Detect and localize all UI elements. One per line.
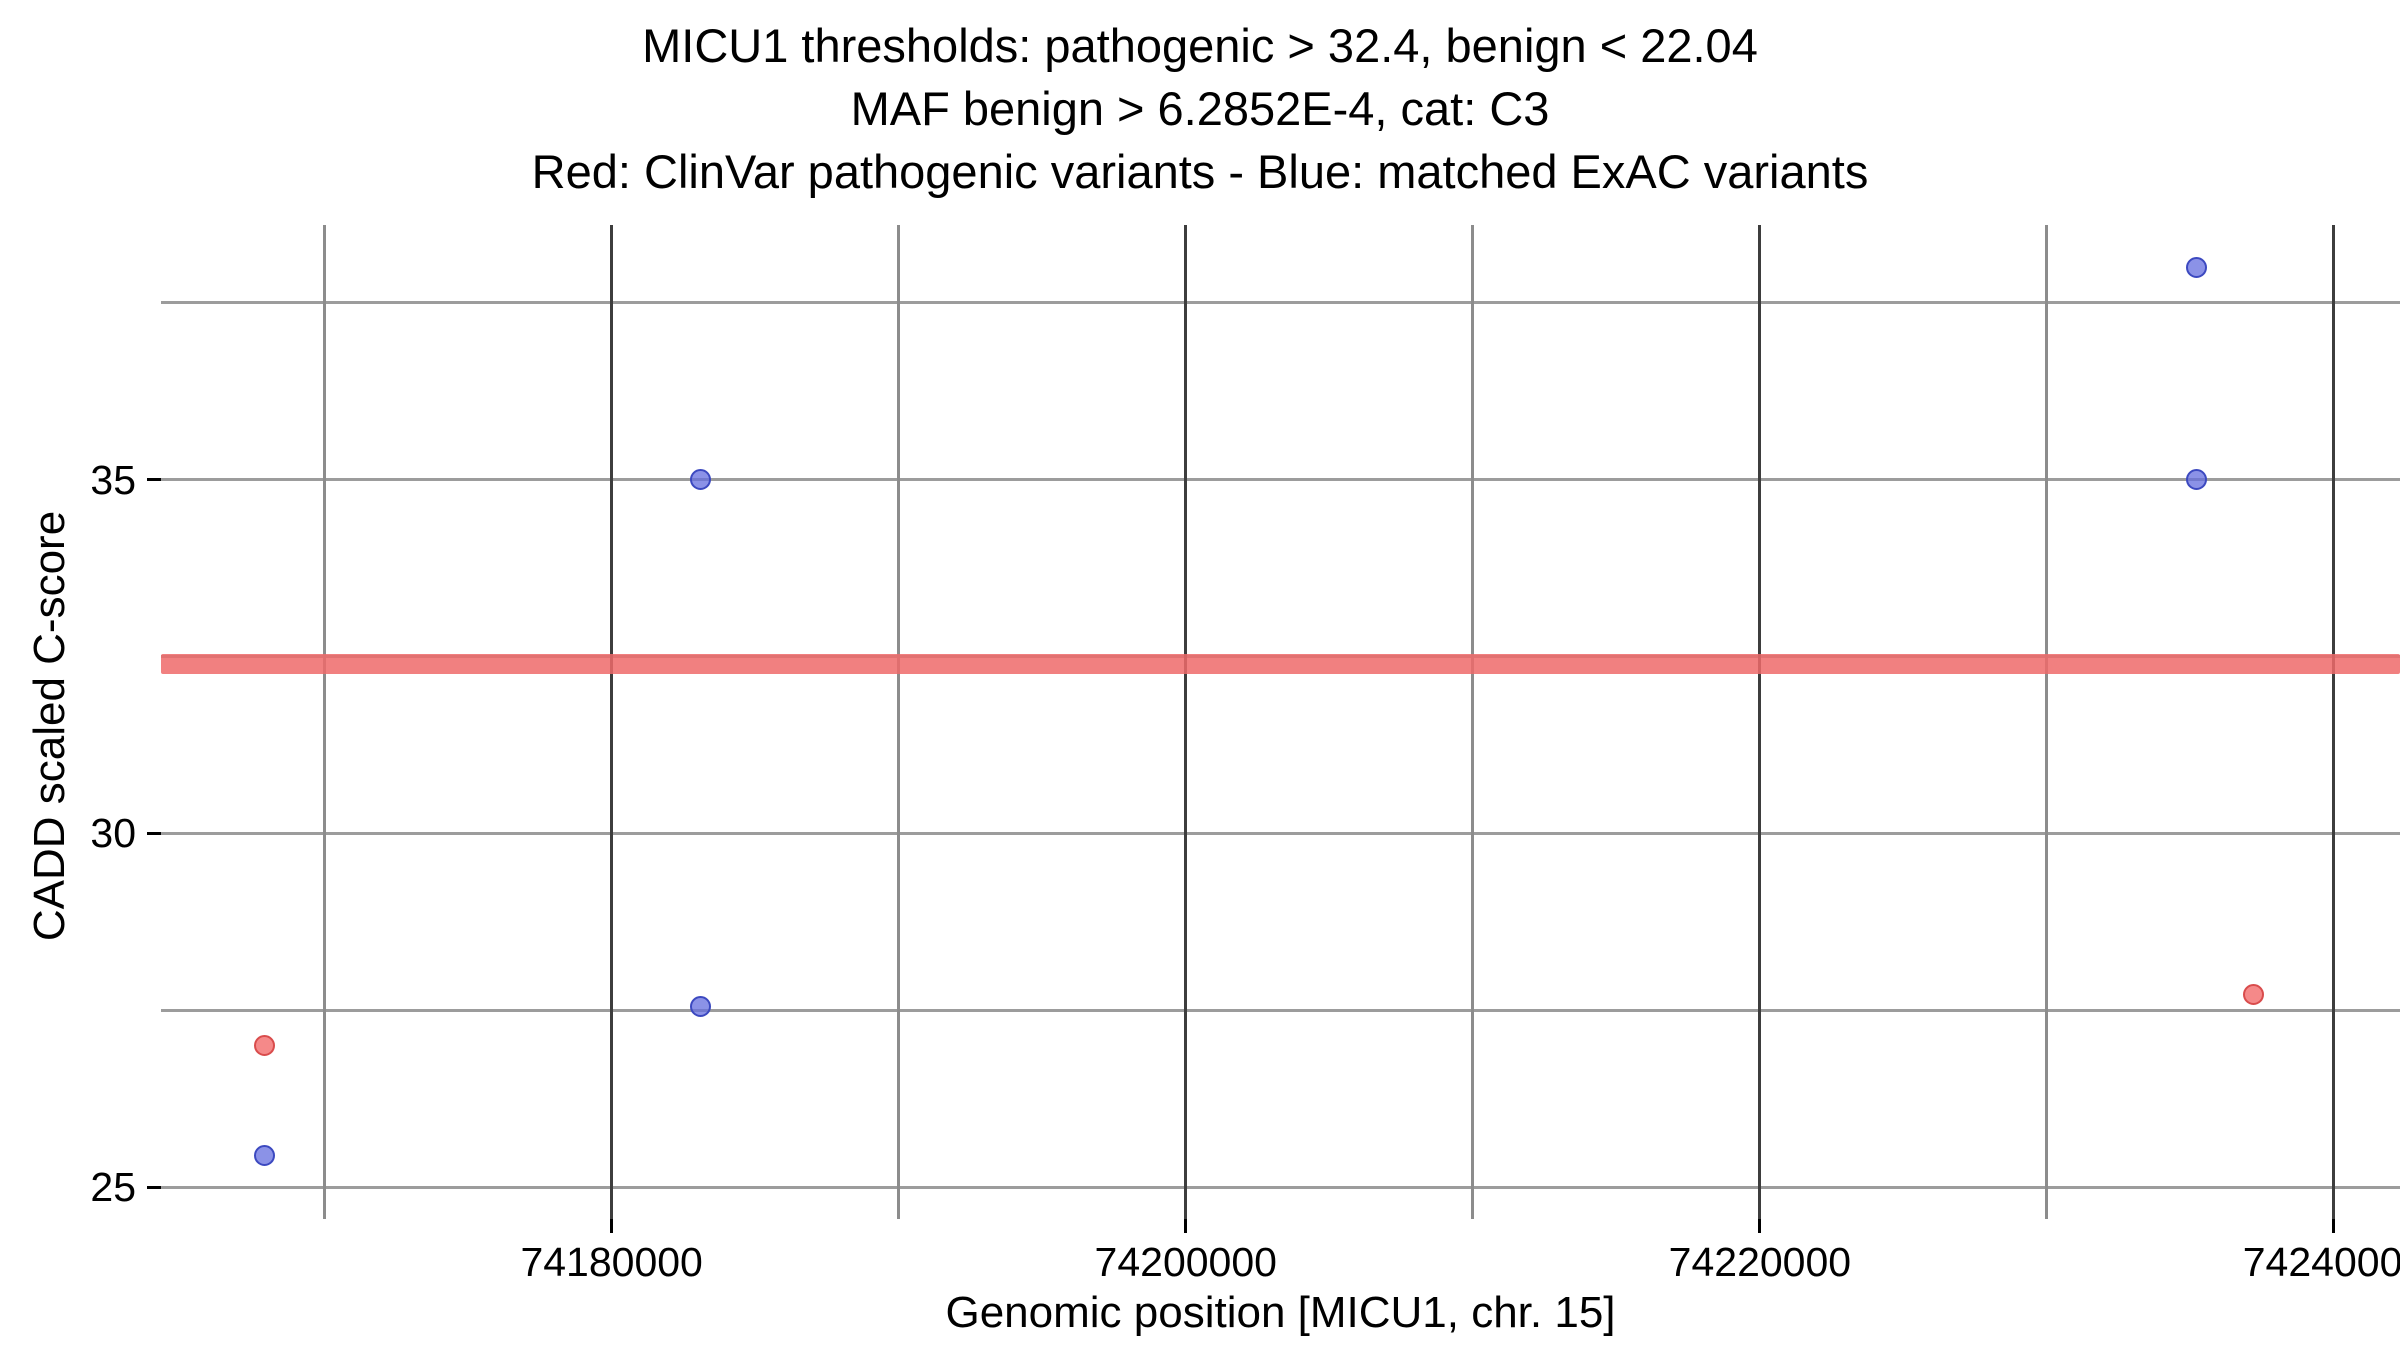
- x-minor-gridline: [2045, 225, 2049, 1219]
- data-point-exac: [253, 1144, 275, 1166]
- y-gridline: [161, 1185, 2400, 1189]
- x-tick-mark: [2332, 1219, 2336, 1233]
- chart-title-line-3: Red: ClinVar pathogenic variants - Blue:…: [531, 145, 1869, 198]
- y-tick-label: 35: [90, 456, 136, 503]
- y-tick-mark: [147, 1185, 161, 1189]
- y-tick-mark: [147, 478, 161, 482]
- x-major-gridline: [2332, 225, 2336, 1219]
- y-tick-mark: [147, 831, 161, 835]
- x-tick-mark: [610, 1219, 614, 1233]
- data-point-pathogenic: [2243, 983, 2265, 1005]
- x-minor-gridline: [1471, 225, 1475, 1219]
- y-gridline: [161, 301, 2400, 305]
- y-gridline: [161, 1008, 2400, 1012]
- x-minor-gridline: [897, 225, 901, 1219]
- x-tick-label: 74200000: [1094, 1239, 1277, 1285]
- x-major-gridline: [1184, 225, 1188, 1219]
- y-axis-label: CADD scaled C-score: [25, 510, 74, 942]
- x-tick-label: 74240000: [2242, 1239, 2400, 1285]
- pathogenic-threshold-band: [161, 653, 2400, 674]
- x-tick-mark: [1758, 1219, 1762, 1233]
- chart-title: MICU1 thresholds: pathogenic > 32.4, ben…: [0, 14, 2400, 203]
- x-axis-label: Genomic position [MICU1, chr. 15]: [945, 1288, 1616, 1337]
- x-major-gridline: [1758, 225, 1762, 1219]
- x-tick-mark: [1184, 1219, 1188, 1233]
- plot-area: [161, 225, 2400, 1219]
- y-gridline: [161, 478, 2400, 482]
- data-point-exac: [2185, 256, 2207, 278]
- data-point-pathogenic: [253, 1035, 275, 1057]
- data-point-exac: [690, 996, 712, 1018]
- x-tick-label: 74220000: [1668, 1239, 1852, 1285]
- chart-title-line-2: MAF benign > 6.2852E-4, cat: C3: [850, 82, 1550, 135]
- x-minor-gridline: [323, 225, 327, 1219]
- data-point-exac: [690, 469, 712, 491]
- y-tick-label: 25: [90, 1164, 136, 1211]
- x-tick-label: 74180000: [520, 1239, 703, 1285]
- chart-title-line-1: MICU1 thresholds: pathogenic > 32.4, ben…: [642, 19, 1758, 72]
- y-tick-label: 30: [90, 810, 136, 857]
- y-gridline: [161, 831, 2400, 835]
- data-point-exac: [2185, 469, 2207, 491]
- x-major-gridline: [610, 225, 614, 1219]
